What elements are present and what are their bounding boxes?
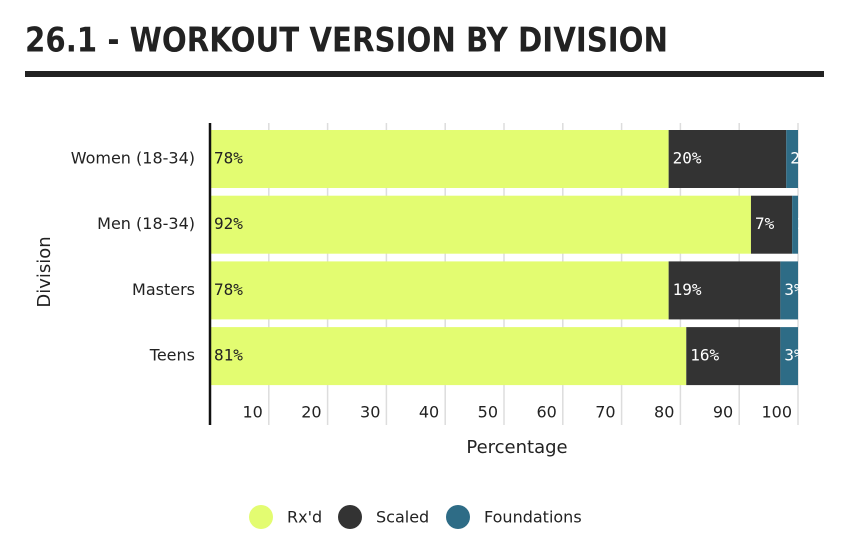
x-tick-label: 60 [536, 403, 556, 422]
value-label: 7% [755, 214, 775, 233]
y-tick-label: Men (18-34) [97, 214, 195, 233]
value-label: 2% [790, 149, 810, 168]
x-tick-label: 10 [242, 403, 262, 422]
bars: 78% 20% 2% 92% 7% 1% 78% 19% 3% 81% 16% 3% [210, 130, 816, 386]
legend-label: Scaled [376, 508, 429, 527]
legend-label: Foundations [484, 508, 582, 527]
chart-title: 26.1 - WORKOUT VERSION BY DIVISION [25, 21, 668, 61]
bar-segment [210, 261, 669, 320]
legend-swatch [338, 505, 362, 529]
x-tick-label: 20 [301, 403, 321, 422]
x-tick-label: 100 [761, 403, 792, 422]
value-label: 81% [214, 346, 243, 365]
bar-segment [780, 327, 798, 386]
legend: Rx'd Scaled Foundations [249, 505, 582, 529]
legend-swatch [249, 505, 273, 529]
x-tick-label: 30 [360, 403, 380, 422]
x-tick-label: 40 [419, 403, 439, 422]
bar-segment [750, 195, 793, 254]
x-tick-label: 70 [595, 403, 615, 422]
value-label: 78% [214, 149, 243, 168]
bar-segment [686, 327, 781, 386]
x-tick-label: 80 [654, 403, 674, 422]
x-tick-label: 50 [478, 403, 498, 422]
bar-segment [210, 195, 751, 254]
legend-swatch [446, 505, 470, 529]
legend-label: Rx'd [287, 508, 322, 527]
y-tick-label: Women (18-34) [71, 149, 195, 168]
value-label: 78% [214, 280, 243, 299]
x-axis-label: Percentage [466, 437, 567, 458]
value-label: 19% [673, 280, 702, 299]
value-label: 16% [690, 346, 719, 365]
y-tick-label: Masters [132, 280, 195, 299]
value-label: 1% [796, 214, 816, 233]
value-label: 3% [784, 346, 804, 365]
bar-segment [786, 130, 798, 188]
x-tick-label: 90 [713, 403, 733, 422]
bar-segment [668, 130, 787, 188]
bar-segment [792, 195, 798, 254]
bar-segment [780, 261, 798, 320]
value-label: 92% [214, 214, 243, 233]
value-label: 3% [784, 280, 804, 299]
bar-segment [668, 261, 781, 320]
title-rule [25, 71, 824, 77]
y-axis-label: Division [34, 236, 55, 307]
bar-segment [210, 327, 687, 386]
bar-segment [210, 130, 669, 188]
value-label: 20% [673, 149, 702, 168]
y-tick-label: Teens [149, 346, 195, 365]
